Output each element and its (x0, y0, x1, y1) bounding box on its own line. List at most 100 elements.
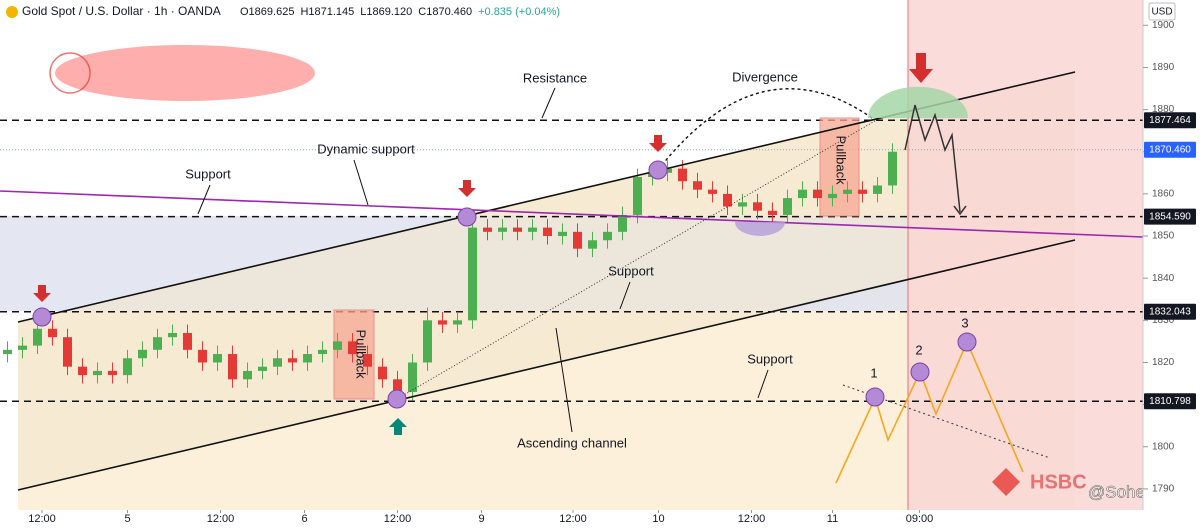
ohlc: O1869.625 H1871.145 L1869.120 C1870.460 +0.8… (240, 6, 560, 18)
candle-body (3, 349, 12, 355)
ohlc-value: H1871.145 (300, 6, 354, 18)
candle-body (843, 189, 852, 194)
y-tick-label: 1850 (1152, 231, 1175, 242)
x-tick-label: 12:00 (28, 513, 56, 525)
candle-body (408, 362, 417, 392)
pointer (353, 159, 369, 206)
ohlc-value: +0.835 (+0.04%) (478, 6, 560, 18)
wave-label: 3 (961, 315, 968, 330)
candle-body (768, 210, 777, 215)
pointer (555, 327, 573, 433)
marker (32, 307, 52, 327)
candle-body (438, 320, 447, 325)
candle-body (678, 168, 687, 182)
candle-body (798, 189, 807, 199)
wave-label: 2 (915, 342, 922, 357)
price-tag-label: 1870.460 (1149, 144, 1191, 155)
arrow (33, 285, 51, 302)
candle-body (288, 358, 297, 363)
arrow (458, 180, 476, 197)
marker (910, 362, 930, 382)
candle-body (663, 168, 672, 173)
candle-body (858, 189, 867, 194)
candle-body (333, 341, 342, 350)
candle-body (708, 189, 717, 194)
x-tick-label: 12:00 (207, 513, 235, 525)
candle-body (573, 231, 582, 249)
candle-body (123, 358, 132, 376)
projection-head (953, 205, 967, 216)
markers (32, 160, 977, 409)
currency-box (1148, 2, 1176, 21)
y-tick-label: 1900 (1152, 20, 1175, 31)
currency: USD (1151, 7, 1172, 18)
candle-body (258, 366, 267, 371)
candle-body (213, 354, 222, 363)
candle-body (828, 193, 837, 199)
candle-body (618, 214, 627, 232)
arrow (649, 135, 667, 152)
candle-body (348, 341, 357, 355)
candle-body (273, 358, 282, 367)
pointer (541, 87, 556, 119)
pointer (757, 369, 769, 399)
marker (957, 332, 977, 352)
channel-lower (17, 239, 1076, 491)
dynamic-support (0, 190, 1144, 238)
candle-body (723, 193, 732, 207)
annotation: Divergence (732, 69, 798, 84)
candle-body (78, 366, 87, 376)
price-tag (1144, 393, 1196, 410)
marker (457, 207, 477, 227)
annotation: Resistance (523, 70, 587, 85)
x-tick-label: 12:00 (384, 513, 412, 525)
candle-body (63, 337, 72, 367)
candle-body (153, 337, 162, 350)
annotation: Pullback (834, 135, 849, 185)
projection (904, 104, 961, 213)
ohlc-value: C1870.460 (418, 6, 472, 18)
candle-body (513, 227, 522, 232)
annotation: Dynamic support (317, 141, 415, 156)
candle-body (393, 379, 402, 392)
marker (648, 160, 668, 180)
candle-body (228, 354, 237, 380)
candle-body (888, 151, 897, 186)
y-tick-label: 1860 (1152, 189, 1175, 200)
candle-body (183, 332, 192, 350)
candle-body (738, 202, 747, 207)
channel-fill (18, 72, 1075, 490)
candle-body (168, 332, 177, 338)
x-tick-label: 9 (478, 513, 484, 525)
candle-body (363, 354, 372, 367)
marker (865, 387, 885, 407)
candle-body (93, 370, 102, 376)
candle-body (138, 349, 147, 359)
arrow (909, 53, 933, 83)
candle-body (48, 328, 57, 338)
y-tick-label: 1830 (1152, 315, 1175, 326)
candle-body (18, 345, 27, 350)
candle-body (378, 366, 387, 380)
candle-body (813, 189, 822, 199)
candle-body (543, 227, 552, 237)
price-tag (1144, 208, 1196, 225)
candle-body (453, 320, 462, 325)
annotation: Support (185, 166, 231, 181)
candle-body (468, 227, 477, 321)
annotation: Pullback (354, 329, 369, 379)
up-arrow (389, 418, 407, 435)
time-axis (0, 510, 1143, 528)
candle-body (693, 181, 702, 190)
candle-body (318, 349, 327, 355)
candle-body (588, 240, 597, 249)
scribble-ring (49, 52, 91, 94)
ohlc-value: O1869.625 (240, 6, 294, 18)
trend-dotted (396, 117, 881, 400)
x-tick-label: 12:00 (559, 513, 587, 525)
candle-body (423, 320, 432, 363)
candle-body (873, 185, 882, 194)
chart-title: Gold Spot / U.S. Dollar · 1h · OANDA (22, 4, 221, 18)
